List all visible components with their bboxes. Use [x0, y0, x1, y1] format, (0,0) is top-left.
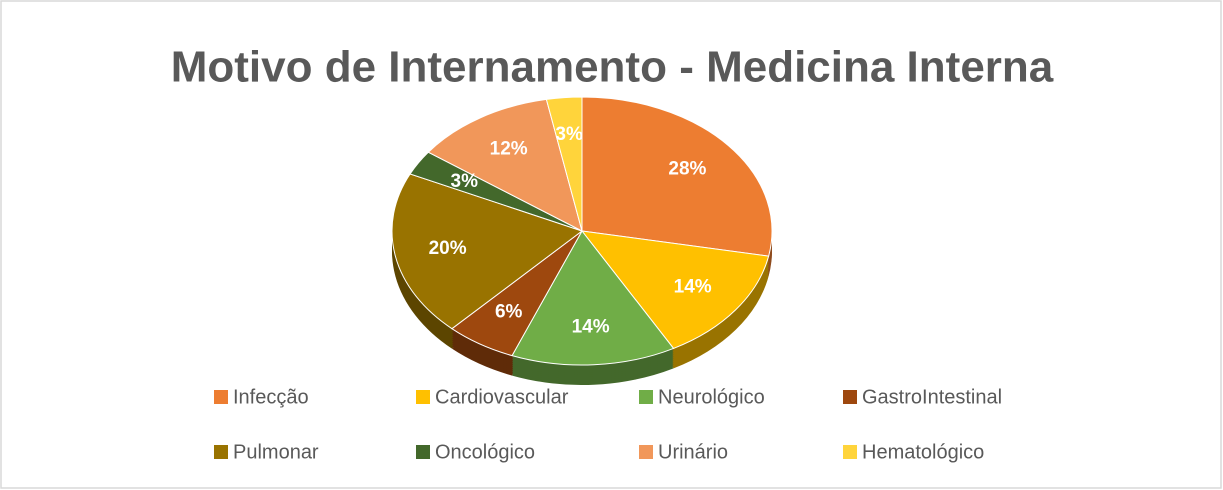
legend-label: Urinário — [658, 441, 728, 463]
data-label: 3% — [555, 124, 583, 145]
data-label: 20% — [429, 238, 467, 259]
legend-swatch — [416, 390, 430, 404]
legend-label: Cardiovascular — [435, 386, 569, 408]
legend-label: Infecção — [233, 386, 309, 408]
legend-swatch — [416, 445, 430, 459]
data-label: 3% — [451, 171, 479, 192]
slice — [427, 98, 583, 232]
legend-label: Neurológico — [658, 386, 765, 408]
legend-label: Pulmonar — [233, 441, 319, 463]
slice — [581, 96, 773, 257]
legend-swatch — [843, 445, 857, 459]
legend-swatch — [639, 445, 653, 459]
data-label: 6% — [495, 301, 523, 322]
slice — [511, 230, 675, 366]
data-label: 14% — [674, 277, 712, 298]
legend-swatch — [843, 390, 857, 404]
legend-swatch — [214, 445, 228, 459]
data-label: 28% — [668, 159, 706, 180]
legend-label: Hematológico — [862, 441, 984, 463]
legend-label: GastroIntestinal — [862, 386, 1002, 408]
legend-swatch — [639, 390, 653, 404]
slice — [580, 230, 770, 350]
chart-title: Motivo de Internamento - Medicina Intern… — [171, 43, 1054, 92]
slice — [391, 173, 584, 330]
legend-label: Oncológico — [435, 441, 535, 463]
slice — [545, 96, 583, 232]
data-label: 14% — [572, 316, 610, 337]
legend-swatch — [214, 390, 228, 404]
data-label: 12% — [490, 139, 528, 160]
